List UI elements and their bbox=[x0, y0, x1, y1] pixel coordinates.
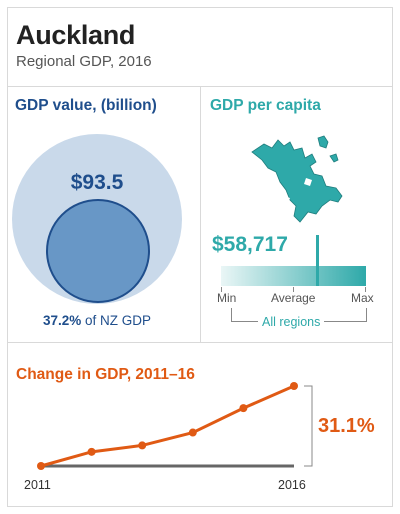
gdp-share-suffix: of NZ GDP bbox=[81, 313, 152, 328]
gdp-per-capita-value: $58,717 bbox=[212, 233, 288, 256]
average-tick bbox=[293, 287, 294, 292]
scale-max-label: Max bbox=[351, 291, 374, 305]
auckland-position-marker bbox=[315, 235, 319, 286]
regions-gradient-bar bbox=[221, 266, 366, 286]
gdp-change-point bbox=[239, 404, 248, 413]
all-regions-label: All regions bbox=[258, 315, 325, 329]
max-tick bbox=[365, 287, 366, 292]
gdp-share-line: 37.2% of NZ GDP bbox=[0, 313, 194, 328]
gdp-value-title: GDP value, (billion) bbox=[15, 97, 157, 114]
gdp-change-point bbox=[87, 447, 96, 456]
gdp-change-point bbox=[37, 462, 45, 470]
min-tick bbox=[221, 287, 222, 292]
change-total-label: 31.1% bbox=[318, 415, 375, 437]
divider-middle bbox=[200, 87, 201, 342]
region-subtitle: Regional GDP, 2016 bbox=[16, 53, 152, 70]
end-year-label: 2016 bbox=[278, 478, 306, 492]
change-title: Change in GDP, 2011–16 bbox=[16, 366, 195, 383]
scale-average-label: Average bbox=[271, 291, 316, 305]
divider-top bbox=[8, 86, 392, 87]
divider-bottom bbox=[8, 342, 392, 343]
gdp-change-series-line bbox=[40, 384, 295, 468]
gdp-value: $93.5 bbox=[70, 171, 124, 194]
change-bracket bbox=[304, 385, 313, 467]
start-year-label: 2011 bbox=[24, 478, 51, 492]
scale-min-label: Min bbox=[217, 291, 237, 305]
gdp-change-point bbox=[290, 382, 298, 390]
gdp-change-point bbox=[188, 428, 197, 437]
auckland-gdp-circle bbox=[46, 199, 150, 303]
gdp-share-pct: 37.2% bbox=[42, 313, 82, 328]
region-title: Auckland bbox=[16, 20, 136, 50]
gdp-change-point bbox=[138, 441, 147, 450]
auckland-map-icon bbox=[251, 135, 343, 223]
gdp-per-capita-title: GDP per capita bbox=[210, 97, 321, 114]
